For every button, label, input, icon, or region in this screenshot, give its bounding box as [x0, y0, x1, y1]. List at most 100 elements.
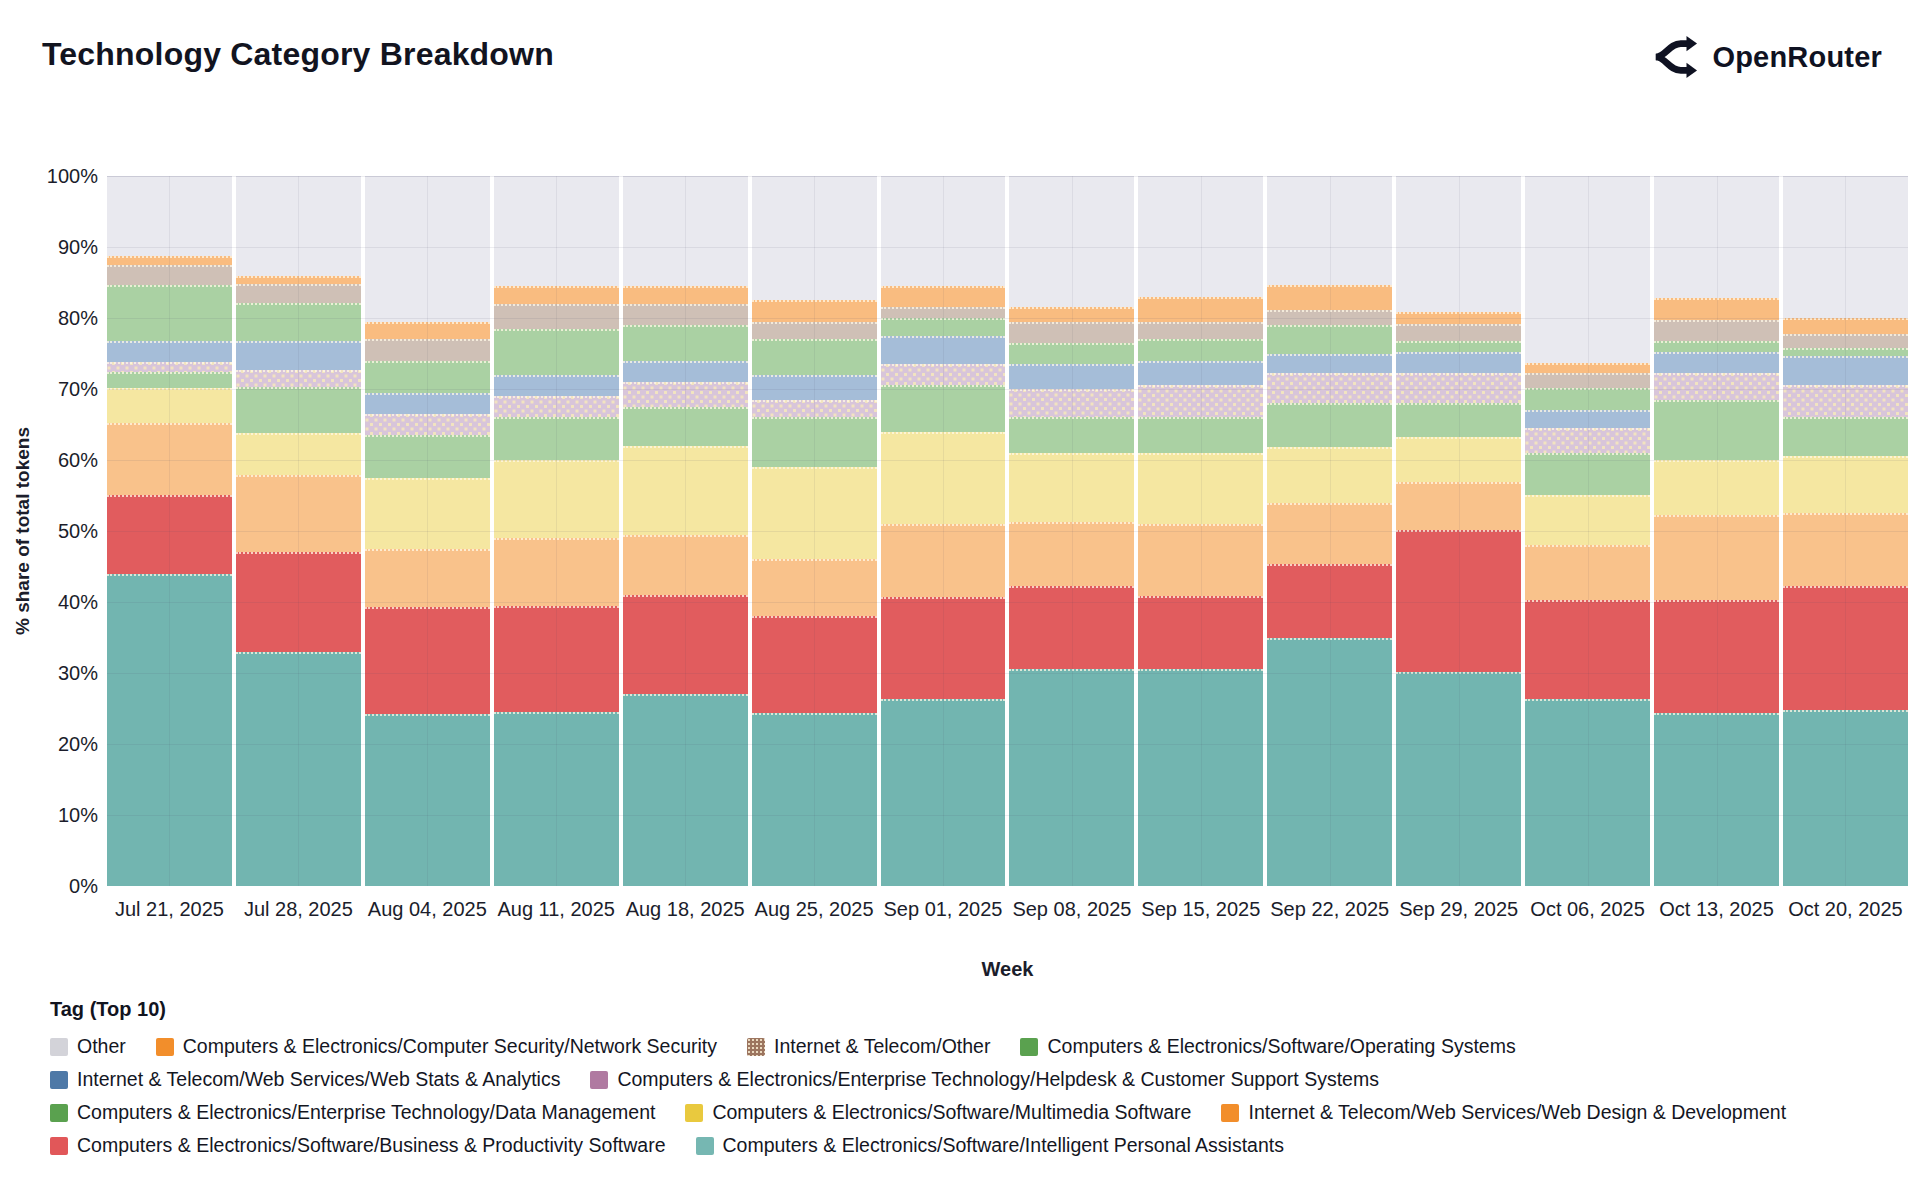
openrouter-logo[interactable]: OpenRouter: [1652, 34, 1882, 80]
segment-other[interactable]: [1654, 176, 1779, 298]
segment-dm[interactable]: [1783, 417, 1908, 457]
segment-hcs[interactable]: [1396, 373, 1521, 403]
segment-wdd[interactable]: [752, 559, 877, 616]
legend-item-wdd[interactable]: Internet & Telecom/Web Services/Web Desi…: [1221, 1101, 1786, 1124]
segment-wdd[interactable]: [1267, 503, 1392, 564]
segment-hcs[interactable]: [1783, 385, 1908, 417]
segment-ns[interactable]: [236, 276, 361, 284]
segment-other[interactable]: [494, 176, 619, 286]
segment-os[interactable]: [752, 339, 877, 375]
segment-dm[interactable]: [365, 435, 490, 478]
segment-bps[interactable]: [1267, 564, 1392, 637]
segment-mms[interactable]: [1009, 453, 1134, 522]
segment-dm[interactable]: [752, 417, 877, 467]
segment-dm[interactable]: [236, 387, 361, 433]
segment-wdd[interactable]: [1525, 545, 1650, 600]
segment-wsa[interactable]: [752, 375, 877, 400]
segment-os[interactable]: [1783, 348, 1908, 357]
segment-bps[interactable]: [1138, 596, 1263, 669]
segment-mms[interactable]: [881, 432, 1006, 524]
segment-mms[interactable]: [1267, 447, 1392, 504]
segment-wdd[interactable]: [881, 524, 1006, 597]
legend-item-ns[interactable]: Computers & Electronics/Computer Securit…: [156, 1035, 717, 1058]
segment-wsa[interactable]: [494, 375, 619, 396]
segment-other[interactable]: [1783, 176, 1908, 318]
segment-ipa[interactable]: [623, 694, 748, 886]
segment-os[interactable]: [1654, 341, 1779, 352]
segment-os[interactable]: [623, 325, 748, 361]
segment-wdd[interactable]: [1396, 482, 1521, 530]
segment-bps[interactable]: [365, 607, 490, 714]
segment-bps[interactable]: [1009, 586, 1134, 670]
segment-dm[interactable]: [1396, 403, 1521, 436]
legend-item-mms[interactable]: Computers & Electronics/Software/Multime…: [685, 1101, 1191, 1124]
segment-os[interactable]: [1525, 388, 1650, 411]
segment-mms[interactable]: [623, 446, 748, 535]
segment-ito[interactable]: [107, 265, 232, 286]
segment-dm[interactable]: [881, 385, 1006, 431]
segment-hcs[interactable]: [1267, 373, 1392, 403]
segment-bps[interactable]: [623, 595, 748, 694]
segment-mms[interactable]: [1783, 456, 1908, 513]
segment-os[interactable]: [1396, 341, 1521, 352]
segment-ito[interactable]: [1654, 320, 1779, 341]
segment-ito[interactable]: [1009, 322, 1134, 343]
segment-other[interactable]: [623, 176, 748, 286]
segment-ns[interactable]: [1138, 297, 1263, 322]
segment-bps[interactable]: [1525, 600, 1650, 699]
segment-ito[interactable]: [752, 322, 877, 340]
segment-dm[interactable]: [107, 372, 232, 388]
segment-mms[interactable]: [107, 388, 232, 423]
segment-wdd[interactable]: [494, 538, 619, 605]
legend-item-other[interactable]: Other: [50, 1035, 126, 1058]
segment-other[interactable]: [1267, 176, 1392, 285]
segment-dm[interactable]: [1009, 417, 1134, 453]
segment-bps[interactable]: [236, 552, 361, 652]
segment-ito[interactable]: [623, 304, 748, 325]
segment-hcs[interactable]: [494, 396, 619, 417]
legend-item-dm[interactable]: Computers & Electronics/Enterprise Techn…: [50, 1101, 655, 1124]
segment-bps[interactable]: [1783, 586, 1908, 710]
segment-wdd[interactable]: [107, 423, 232, 495]
segment-ipa[interactable]: [1654, 713, 1779, 886]
segment-ito[interactable]: [236, 284, 361, 303]
segment-bps[interactable]: [752, 616, 877, 713]
legend-item-wsa[interactable]: Internet & Telecom/Web Services/Web Stat…: [50, 1068, 560, 1091]
segment-bps[interactable]: [881, 597, 1006, 699]
segment-os[interactable]: [107, 285, 232, 341]
segment-ns[interactable]: [752, 300, 877, 321]
segment-hcs[interactable]: [881, 364, 1006, 385]
segment-ns[interactable]: [494, 286, 619, 304]
segment-ns[interactable]: [107, 256, 232, 265]
segment-wsa[interactable]: [1654, 352, 1779, 373]
segment-mms[interactable]: [1138, 453, 1263, 524]
segment-ito[interactable]: [1267, 310, 1392, 325]
segment-wdd[interactable]: [1783, 513, 1908, 586]
segment-wdd[interactable]: [1654, 515, 1779, 600]
segment-bps[interactable]: [107, 495, 232, 574]
segment-dm[interactable]: [494, 417, 619, 460]
segment-wsa[interactable]: [1525, 410, 1650, 428]
segment-hcs[interactable]: [236, 370, 361, 387]
segment-wsa[interactable]: [365, 393, 490, 414]
segment-hcs[interactable]: [107, 362, 232, 372]
segment-wsa[interactable]: [107, 341, 232, 362]
segment-ito[interactable]: [365, 339, 490, 360]
segment-ns[interactable]: [623, 286, 748, 304]
segment-hcs[interactable]: [365, 414, 490, 435]
segment-wsa[interactable]: [1783, 356, 1908, 384]
segment-wsa[interactable]: [623, 361, 748, 382]
segment-ns[interactable]: [1267, 285, 1392, 310]
segment-mms[interactable]: [494, 460, 619, 538]
segment-other[interactable]: [881, 176, 1006, 286]
segment-other[interactable]: [107, 176, 232, 256]
segment-mms[interactable]: [1654, 460, 1779, 515]
legend-item-os[interactable]: Computers & Electronics/Software/Operati…: [1020, 1035, 1515, 1058]
segment-wdd[interactable]: [365, 549, 490, 607]
segment-ns[interactable]: [1654, 298, 1779, 320]
segment-mms[interactable]: [365, 478, 490, 549]
segment-ito[interactable]: [1783, 334, 1908, 347]
segment-ipa[interactable]: [1138, 669, 1263, 886]
segment-dm[interactable]: [1138, 417, 1263, 453]
legend-item-ito[interactable]: Internet & Telecom/Other: [747, 1035, 990, 1058]
